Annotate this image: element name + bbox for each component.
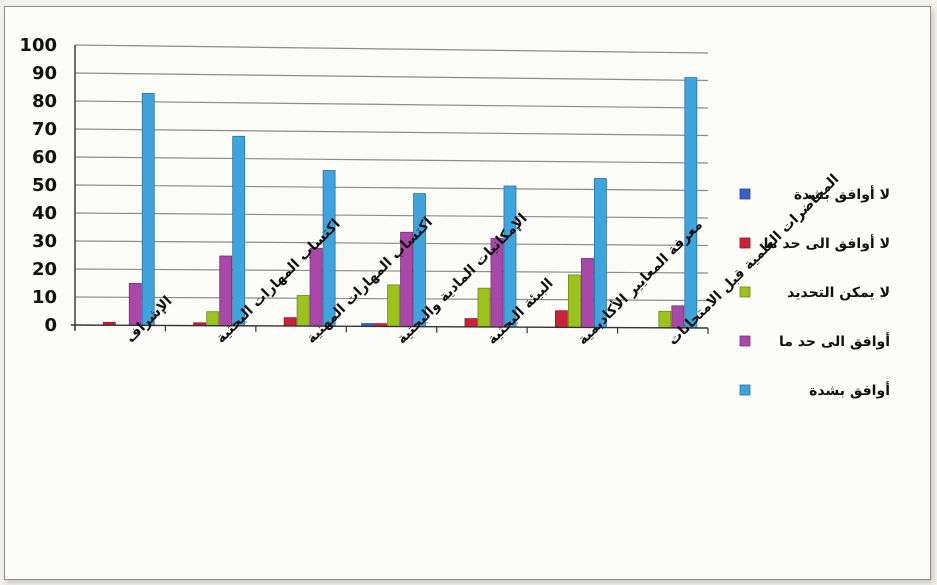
bar (477, 287, 491, 328)
legend-swatch (739, 237, 751, 249)
gridline (74, 212, 709, 219)
gridline (74, 128, 709, 137)
bar (684, 77, 698, 329)
legend: لا أوافق بشدة لا أوافق الى حد ما لا يمكن ا… (739, 185, 890, 399)
legend-swatch (739, 188, 751, 200)
y-tick-label: 10 (32, 287, 57, 308)
gridlines (74, 44, 709, 302)
bar (309, 247, 323, 327)
legend-label: أوافق بشدة (809, 381, 890, 399)
y-tick-label: 30 (32, 231, 57, 252)
y-tick-label: 80 (32, 91, 57, 112)
gridline (74, 72, 709, 82)
bar (232, 135, 246, 327)
bar (141, 93, 155, 326)
legend-swatch (739, 335, 751, 347)
bar (387, 284, 400, 327)
legend-label: لا يمكن التحديد (787, 285, 890, 301)
x-axis-line (70, 324, 709, 329)
y-axis-ticks: 0 10 20 30 40 50 60 70 80 90 100 (19, 35, 57, 336)
bar (206, 311, 220, 327)
legend-label: لا أوافق بشدة (794, 185, 890, 203)
bars (102, 77, 698, 329)
y-tick-label: 20 (32, 259, 57, 280)
bar (555, 310, 568, 328)
bar (464, 318, 478, 328)
bar (296, 295, 310, 327)
y-tick-label: 60 (32, 147, 57, 168)
chart-frame: 0 10 20 30 40 50 60 70 80 90 100 الإشراف اكتساب الم… (4, 6, 931, 580)
bar (581, 258, 594, 328)
y-tick-label: 100 (19, 35, 57, 56)
gridline (74, 240, 709, 247)
gridline (74, 184, 709, 192)
bar (658, 310, 672, 329)
y-tick-label: 90 (32, 63, 57, 84)
bar (322, 170, 336, 327)
bar (283, 317, 297, 327)
legend-swatch (739, 384, 751, 396)
legend-swatch (739, 286, 751, 298)
axes (70, 45, 709, 334)
gridline (74, 156, 709, 164)
bar (219, 255, 233, 327)
gridline (74, 100, 709, 109)
legend-label: أوافق الى حد ما (779, 332, 890, 350)
y-tick-label: 0 (44, 315, 57, 336)
y-tick-label: 50 (32, 175, 57, 196)
y-tick-label: 70 (32, 119, 57, 140)
y-tick-label: 40 (32, 203, 57, 224)
bar (568, 274, 581, 328)
legend-label: لا أوافق الى حد ما (764, 234, 890, 252)
gridline (74, 44, 709, 54)
bar (594, 178, 607, 328)
